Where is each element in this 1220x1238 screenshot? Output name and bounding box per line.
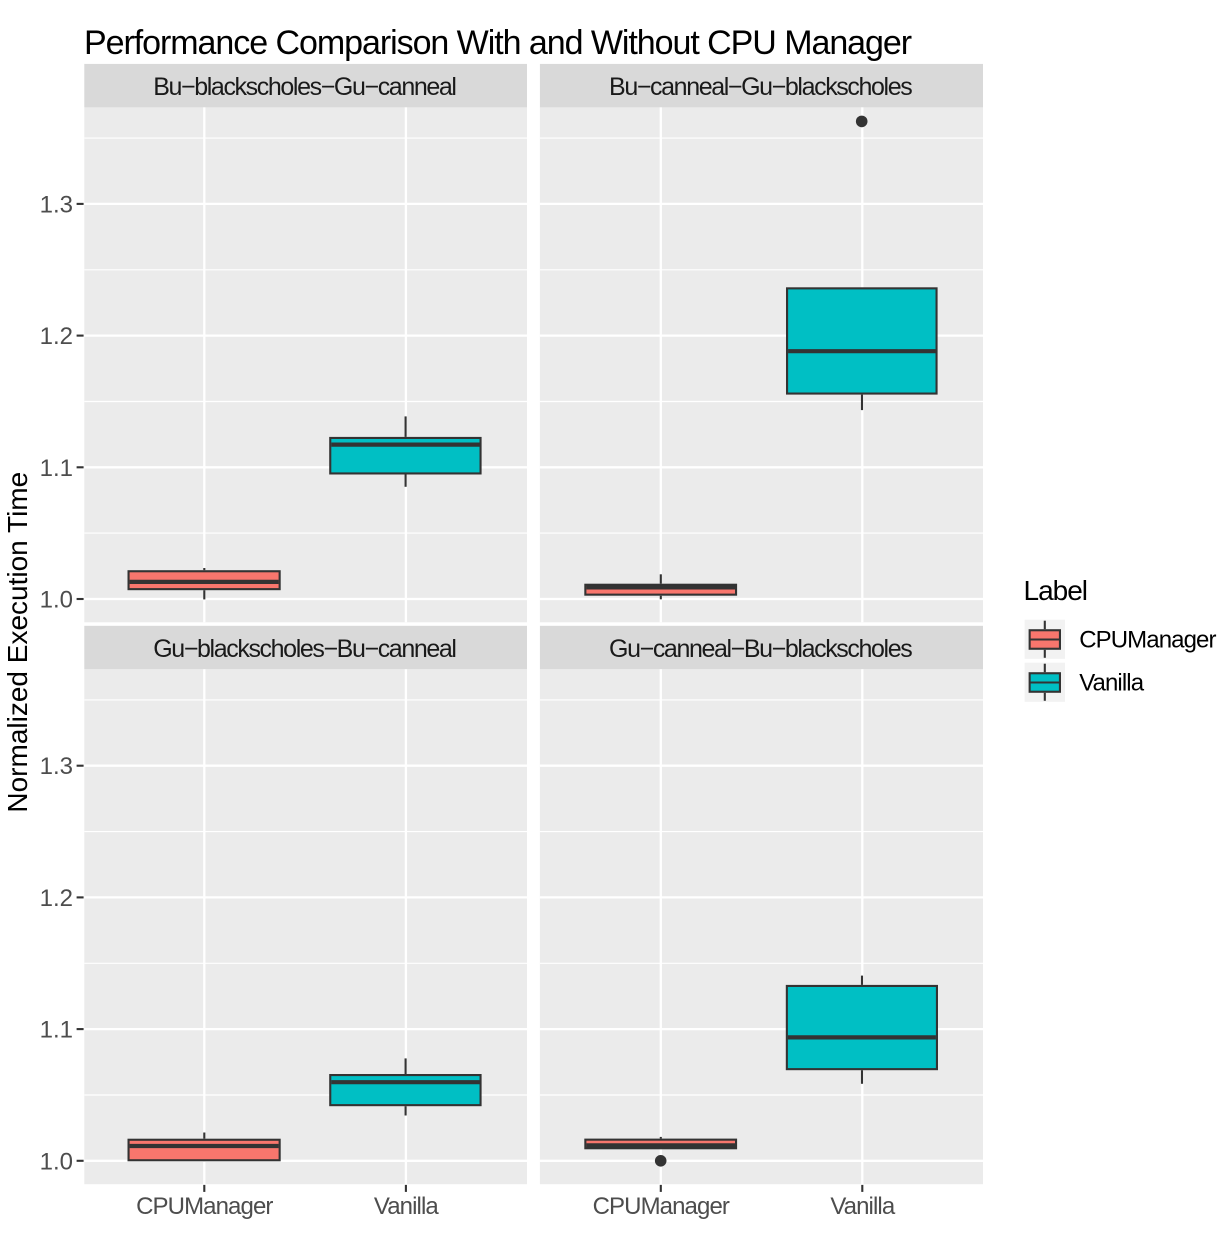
- svg-text:Label: Label: [1024, 575, 1088, 606]
- svg-text:CPUManager: CPUManager: [1079, 627, 1216, 654]
- svg-text:Normalized Execution Time: Normalized Execution Time: [2, 472, 33, 813]
- svg-text:1.0: 1.0: [40, 587, 73, 614]
- svg-text:Gu−blackscholes−Bu−canneal: Gu−blackscholes−Bu−canneal: [153, 635, 455, 663]
- svg-text:1.3: 1.3: [40, 191, 73, 218]
- svg-text:1.1: 1.1: [40, 1017, 73, 1044]
- svg-text:Vanilla: Vanilla: [830, 1193, 896, 1220]
- svg-text:1.2: 1.2: [40, 885, 73, 912]
- svg-text:Vanilla: Vanilla: [1079, 670, 1145, 697]
- svg-text:CPUManager: CPUManager: [136, 1193, 273, 1220]
- svg-text:Vanilla: Vanilla: [374, 1193, 440, 1220]
- svg-text:1.1: 1.1: [40, 455, 73, 482]
- svg-text:Bu−canneal−Gu−blackscholes: Bu−canneal−Gu−blackscholes: [609, 73, 912, 101]
- svg-text:Performance Comparison With an: Performance Comparison With and Without …: [84, 24, 912, 62]
- svg-text:1.0: 1.0: [40, 1148, 73, 1175]
- svg-text:1.3: 1.3: [40, 753, 73, 780]
- svg-text:CPUManager: CPUManager: [593, 1193, 730, 1220]
- svg-text:Bu−blackscholes−Gu−canneal: Bu−blackscholes−Gu−canneal: [153, 73, 455, 101]
- svg-text:1.2: 1.2: [40, 323, 73, 350]
- svg-text:Gu−canneal−Bu−blackscholes: Gu−canneal−Bu−blackscholes: [609, 635, 912, 663]
